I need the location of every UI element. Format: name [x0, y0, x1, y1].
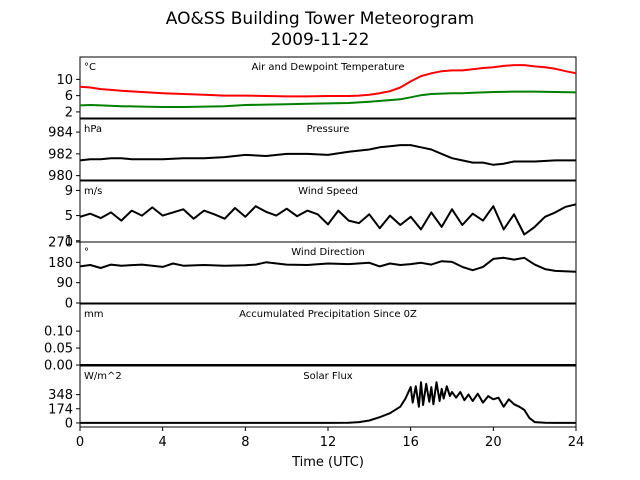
- figure-title-line1: AO&SS Building Tower Meteorogram: [166, 9, 474, 29]
- y-tick-label: 90: [56, 276, 73, 291]
- x-axis: 0 4 8 12 16 20 24: [76, 427, 584, 450]
- series-line-1: [80, 203, 576, 236]
- y-tick-label: 180: [48, 256, 73, 271]
- panel-unit-label: W/m^2: [84, 371, 122, 382]
- y-tick-label: 6: [65, 89, 73, 104]
- panel-title: Wind Speed: [298, 186, 358, 197]
- figure-title-line2: 2009-11-22: [271, 30, 370, 50]
- x-axis-label: Time (UTC): [291, 455, 364, 470]
- panel-title: Air and Dewpoint Temperature: [252, 62, 405, 73]
- panel-title: Accumulated Precipitation Since 0Z: [239, 309, 417, 320]
- panel-3: m/s Wind Speed 1 5 9: [65, 180, 577, 249]
- panel-title: Solar Flux: [303, 371, 353, 382]
- panel-5: mm Accumulated Precipitation Since 0Z 0.00…: [44, 303, 577, 374]
- y-tick-label: 984: [48, 126, 73, 141]
- y-tick-label: 0: [65, 416, 73, 431]
- y-tick-label: 0: [65, 297, 73, 312]
- panel-unit-label: m/s: [84, 186, 102, 197]
- y-tick-label: 5: [65, 209, 73, 224]
- x-tick-label: 8: [241, 435, 249, 450]
- x-tick-label: 4: [159, 435, 167, 450]
- y-tick-label: 2: [65, 105, 73, 120]
- y-tick-label: 0.05: [44, 342, 73, 357]
- series-line-2: [80, 90, 576, 108]
- panel-frame: [79, 241, 577, 304]
- series-line-1: [80, 64, 576, 98]
- y-tick-label: 980: [48, 169, 73, 184]
- series-line-1: [80, 144, 576, 166]
- y-tick-label: 10: [56, 73, 73, 88]
- panel-unit-label: hPa: [84, 124, 102, 135]
- panel-unit-label: °C: [84, 62, 96, 73]
- panel-2: hPa Pressure 980 982 984: [48, 118, 577, 184]
- y-tick-label: 0.10: [44, 325, 73, 340]
- y-tick-label: 270: [48, 236, 73, 251]
- panel-frame: [79, 118, 577, 181]
- y-tick-label: 9: [65, 184, 73, 199]
- series-line-1: [80, 256, 576, 273]
- panel-4: ° Wind Direction 0 90 180 270: [48, 236, 577, 312]
- y-tick-label: 0.00: [44, 359, 73, 374]
- x-tick-label: 0: [76, 435, 84, 450]
- series-line-1: [80, 381, 576, 424]
- panel-unit-label: °: [84, 247, 89, 258]
- panel-unit-label: mm: [84, 309, 103, 320]
- y-tick-label: 174: [48, 402, 73, 417]
- x-tick-label: 16: [402, 435, 419, 450]
- y-tick-label: 982: [48, 147, 73, 162]
- x-tick-label: 24: [568, 435, 585, 450]
- panel-title: Wind Direction: [291, 247, 365, 258]
- y-tick-label: 348: [48, 388, 73, 403]
- x-tick-label: 20: [485, 435, 502, 450]
- panel-title: Pressure: [307, 124, 350, 135]
- x-tick-label: 12: [320, 435, 337, 450]
- y-tick-label: 1: [65, 234, 73, 249]
